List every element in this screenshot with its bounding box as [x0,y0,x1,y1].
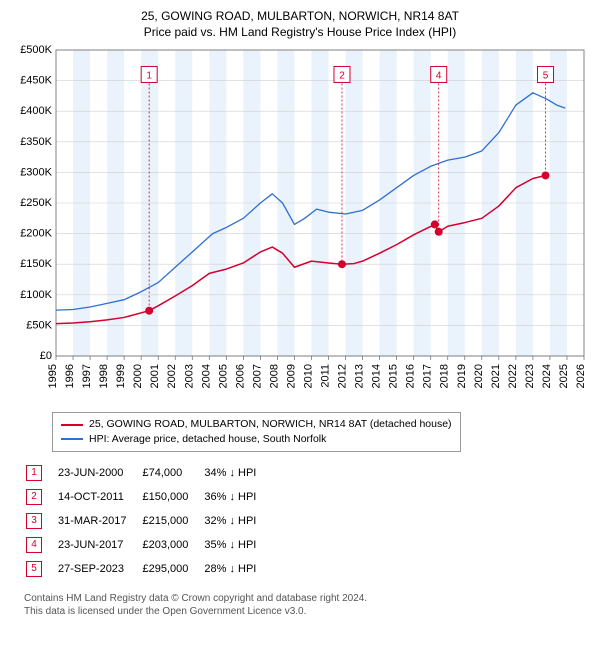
table-row: 2 14-OCT-2011£150,00036% ↓ HPI [26,486,270,508]
svg-text:2021: 2021 [490,364,502,388]
chart-title: 25, GOWING ROAD, MULBARTON, NORWICH, NR1… [10,8,590,40]
svg-text:2016: 2016 [405,364,417,388]
sale-date: 23-JUN-2000 [58,462,140,484]
sale-diff: 32% ↓ HPI [204,510,270,532]
svg-text:2: 2 [339,71,345,82]
table-row: 4 23-JUN-2017£203,00035% ↓ HPI [26,534,270,556]
svg-text:2004: 2004 [200,364,212,388]
sale-price: £74,000 [142,462,202,484]
sale-price: £150,000 [142,486,202,508]
svg-text:£400K: £400K [20,106,52,118]
sale-marker-badge: 5 [26,561,42,577]
svg-text:£350K: £350K [20,136,52,148]
svg-text:1997: 1997 [81,364,93,388]
legend-label: HPI: Average price, detached house, Sout… [89,432,326,447]
footer-line2: This data is licensed under the Open Gov… [24,605,590,619]
svg-text:2003: 2003 [183,364,195,388]
svg-text:5: 5 [543,71,549,82]
sale-marker-badge: 3 [26,513,42,529]
svg-text:2001: 2001 [149,364,161,388]
sale-price: £295,000 [142,558,202,580]
legend: 25, GOWING ROAD, MULBARTON, NORWICH, NR1… [52,412,461,451]
legend-row: 25, GOWING ROAD, MULBARTON, NORWICH, NR1… [61,417,452,432]
svg-text:2017: 2017 [422,364,434,388]
svg-text:1995: 1995 [47,364,59,388]
svg-text:2002: 2002 [166,364,178,388]
svg-text:2008: 2008 [268,364,280,388]
sale-price: £203,000 [142,534,202,556]
svg-text:2018: 2018 [439,364,451,388]
table-row: 3 31-MAR-2017£215,00032% ↓ HPI [26,510,270,532]
svg-text:£100K: £100K [20,289,52,301]
svg-text:2014: 2014 [371,364,383,388]
svg-text:2024: 2024 [541,364,553,388]
svg-text:£150K: £150K [20,259,52,271]
svg-text:2020: 2020 [473,364,485,388]
title-line1: 25, GOWING ROAD, MULBARTON, NORWICH, NR1… [10,8,590,24]
table-row: 1 23-JUN-2000£74,00034% ↓ HPI [26,462,270,484]
svg-text:2010: 2010 [302,364,314,388]
svg-text:2012: 2012 [337,364,349,388]
svg-text:2007: 2007 [251,364,263,388]
svg-text:£200K: £200K [20,228,52,240]
svg-text:£500K: £500K [20,44,52,56]
svg-text:2000: 2000 [132,364,144,388]
svg-text:2009: 2009 [285,364,297,388]
svg-text:1999: 1999 [115,364,127,388]
svg-text:2026: 2026 [575,364,587,388]
sale-diff: 34% ↓ HPI [204,462,270,484]
sale-diff: 28% ↓ HPI [204,558,270,580]
svg-text:2023: 2023 [524,364,536,388]
svg-text:2019: 2019 [456,364,468,388]
table-row: 5 27-SEP-2023£295,00028% ↓ HPI [26,558,270,580]
svg-text:£300K: £300K [20,167,52,179]
sale-diff: 36% ↓ HPI [204,486,270,508]
sales-table: 1 23-JUN-2000£74,00034% ↓ HPI 2 14-OCT-2011… [24,460,272,582]
legend-swatch [61,424,83,426]
svg-text:1: 1 [146,71,152,82]
svg-text:2011: 2011 [320,364,332,388]
legend-label: 25, GOWING ROAD, MULBARTON, NORWICH, NR1… [89,417,452,432]
svg-text:2005: 2005 [217,364,229,388]
svg-text:1998: 1998 [98,364,110,388]
title-line2: Price paid vs. HM Land Registry's House … [10,24,590,40]
sale-date: 27-SEP-2023 [58,558,140,580]
sale-marker-badge: 4 [26,537,42,553]
svg-text:£250K: £250K [20,197,52,209]
svg-text:2022: 2022 [507,364,519,388]
footer-line1: Contains HM Land Registry data © Crown c… [24,592,590,606]
svg-text:2015: 2015 [388,364,400,388]
sale-marker-badge: 2 [26,489,42,505]
svg-text:£50K: £50K [26,320,52,332]
svg-text:2013: 2013 [354,364,366,388]
sale-date: 23-JUN-2017 [58,534,140,556]
svg-text:4: 4 [436,71,442,82]
svg-text:2025: 2025 [558,364,570,388]
sale-diff: 35% ↓ HPI [204,534,270,556]
price-chart: £0 £50K £100K £150K £200K £250K £300K £350K £400… [10,44,590,404]
footer: Contains HM Land Registry data © Crown c… [24,592,590,619]
legend-row: HPI: Average price, detached house, Sout… [61,432,452,447]
sale-price: £215,000 [142,510,202,532]
svg-text:£0: £0 [40,350,52,362]
sale-date: 14-OCT-2011 [58,486,140,508]
sale-date: 31-MAR-2017 [58,510,140,532]
svg-text:1996: 1996 [64,364,76,388]
svg-text:2006: 2006 [234,364,246,388]
legend-swatch [61,438,83,440]
svg-text:£450K: £450K [20,75,52,87]
sale-marker-badge: 1 [26,465,42,481]
